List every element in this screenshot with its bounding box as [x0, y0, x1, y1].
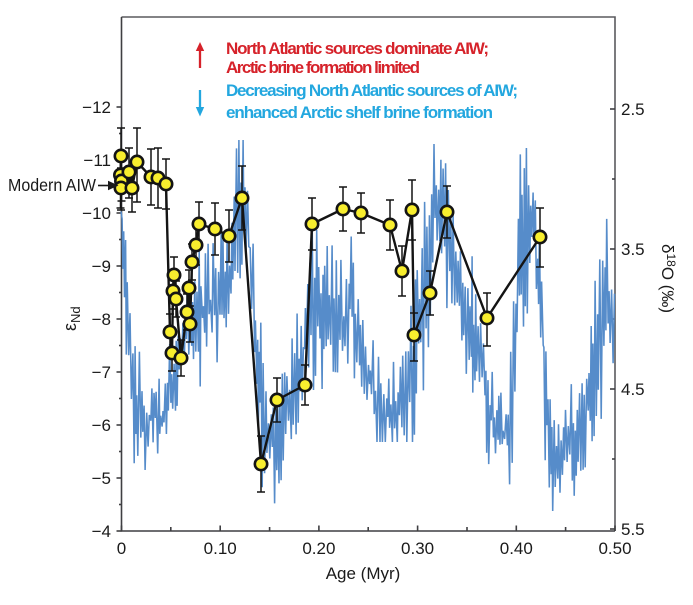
svg-text:4.5: 4.5 — [621, 380, 645, 399]
svg-text:5.5: 5.5 — [621, 520, 645, 539]
svg-text:2.5: 2.5 — [621, 100, 645, 119]
svg-text:−11: −11 — [83, 151, 111, 170]
svg-text:−10: −10 — [82, 204, 111, 223]
svg-text:North Atlantic sources dominat: North Atlantic sources dominate AIW; — [226, 39, 489, 58]
svg-text:Arctic brine formation limited: Arctic brine formation limited — [226, 58, 420, 77]
svg-text:−9: −9 — [92, 257, 111, 276]
svg-text:enhanced Arctic shelf brine fo: enhanced Arctic shelf brine formation — [226, 103, 493, 122]
svg-text:0.20: 0.20 — [302, 539, 335, 558]
svg-text:0.30: 0.30 — [401, 539, 434, 558]
svg-text:Decreasing North Atlantic sour: Decreasing North Atlantic sources of AIW… — [226, 81, 518, 100]
svg-text:0.10: 0.10 — [204, 539, 237, 558]
svg-text:−8: −8 — [92, 310, 111, 329]
svg-text:−6: −6 — [92, 416, 111, 435]
svg-text:−5: −5 — [92, 469, 111, 488]
svg-text:−12: −12 — [82, 98, 111, 117]
svg-text:0.50: 0.50 — [598, 539, 631, 558]
svg-text:−4: −4 — [92, 522, 111, 541]
svg-text:0: 0 — [117, 539, 126, 558]
svg-text:Age (Myr): Age (Myr) — [326, 564, 401, 583]
svg-text:Modern AIW: Modern AIW — [8, 175, 96, 195]
svg-text:−7: −7 — [92, 363, 111, 382]
svg-text:3.5: 3.5 — [621, 240, 645, 259]
svg-text:0.40: 0.40 — [500, 539, 533, 558]
